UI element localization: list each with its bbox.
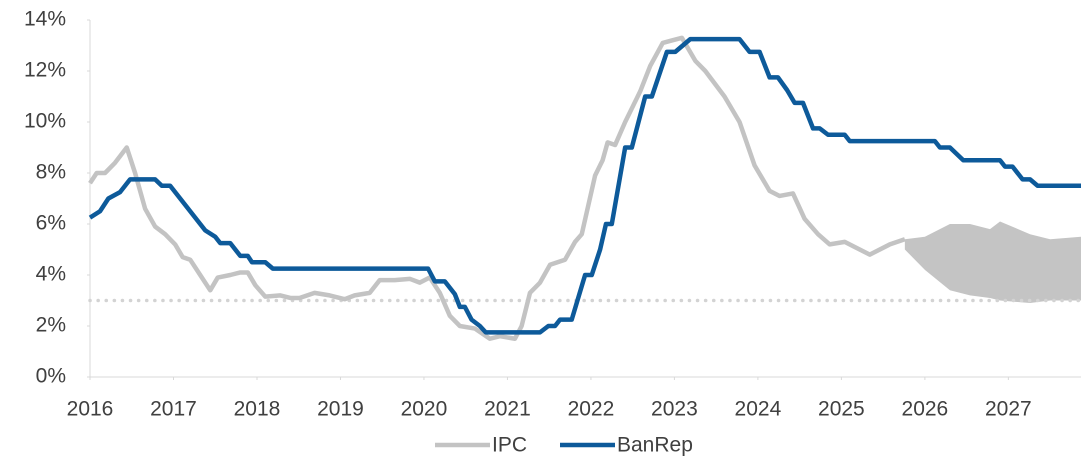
y-tick-label: 4%: [36, 263, 66, 286]
x-tick-label: 2023: [651, 398, 698, 421]
x-tick-label: 2024: [735, 398, 782, 421]
x-tick-label: 2025: [818, 398, 865, 421]
y-tick-label: 12%: [24, 59, 66, 82]
x-tick-label: 2021: [484, 398, 531, 421]
y-tick-label: 0%: [36, 365, 66, 388]
legend-label: BanRep: [617, 434, 693, 457]
x-tick-label: 2017: [150, 398, 197, 421]
x-tick-label: 2026: [902, 398, 949, 421]
forecast-band: [904, 221, 1081, 304]
x-tick-label: 2020: [401, 398, 448, 421]
y-tick-label: 10%: [24, 110, 66, 133]
legend-label: IPC: [492, 434, 527, 457]
y-tick-label: 2%: [36, 314, 66, 337]
series-line: [88, 35, 906, 341]
y-tick-label: 8%: [36, 161, 66, 184]
x-tick-label: 2027: [985, 398, 1032, 421]
y-tick-label: 14%: [24, 8, 66, 31]
x-tick-label: 2018: [234, 398, 281, 421]
x-tick-label: 2016: [67, 398, 114, 421]
series-line: [88, 36, 1081, 335]
x-tick-label: 2019: [317, 398, 364, 421]
y-tick-label: 6%: [36, 212, 66, 235]
x-tick-label: 2022: [568, 398, 615, 421]
